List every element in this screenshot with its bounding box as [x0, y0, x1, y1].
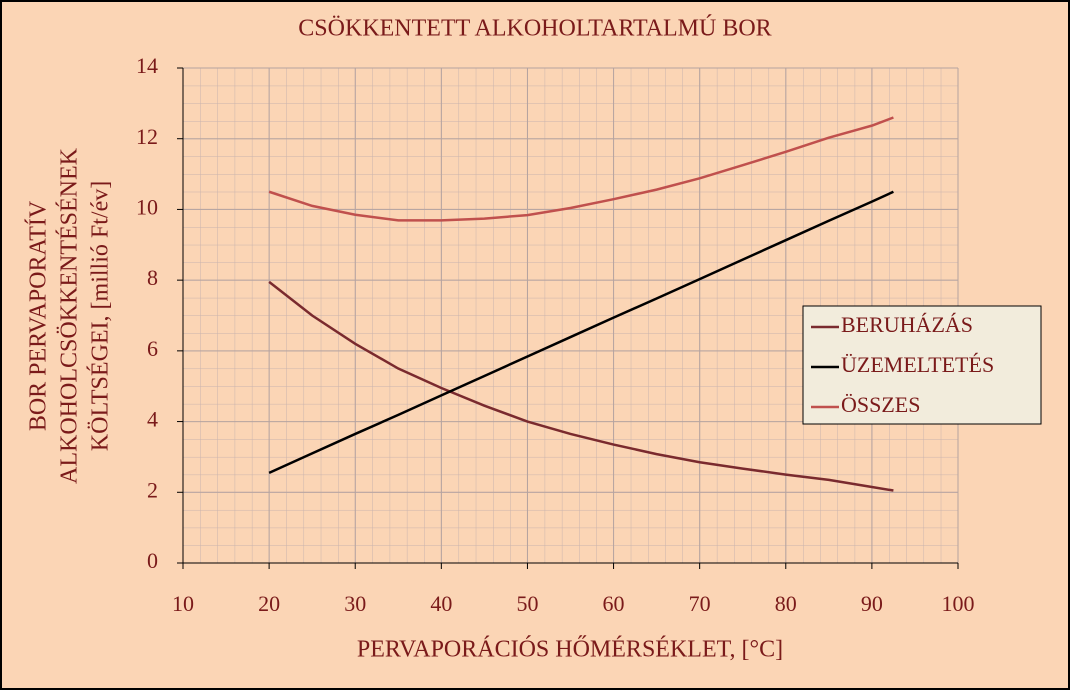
x-tick-label: 40 — [430, 591, 452, 616]
x-tick-label: 30 — [344, 591, 366, 616]
y-tick-label: 10 — [136, 194, 158, 219]
x-tick-label: 90 — [861, 591, 883, 616]
series-line — [268, 280, 894, 492]
x-tick-label: 20 — [258, 591, 280, 616]
x-tick-label: 60 — [603, 591, 625, 616]
chart-title: CSÖKKENTETT ALKOHOLTARTALMÚ BOR — [298, 15, 771, 42]
series-line — [268, 116, 894, 222]
y-axis-label-line: KÖLTSÉGEI, [millió Ft/év] — [88, 181, 114, 451]
y-tick-label: 6 — [147, 336, 158, 361]
y-tick-label: 2 — [147, 477, 158, 502]
y-axis-label-line: BOR PERVAPORATÍV — [26, 200, 52, 431]
legend-label: ÜZEMELTETÉS — [841, 352, 994, 377]
y-tick-label: 14 — [136, 53, 158, 78]
x-tick-label: 100 — [942, 591, 975, 616]
x-tick-label: 70 — [689, 591, 711, 616]
x-tick-label: 50 — [516, 591, 538, 616]
y-tick-label: 4 — [147, 407, 158, 432]
y-tick-label: 12 — [136, 124, 158, 149]
x-tick-label: 10 — [172, 591, 194, 616]
legend-box — [802, 305, 1042, 425]
x-axis-label: PERVAPORÁCIÓS HŐMÉRSÉKLET, [°C] — [357, 636, 783, 663]
y-tick-label: 0 — [147, 548, 158, 573]
x-tick-label: 80 — [775, 591, 797, 616]
y-axis-label-line: ALKOHOLCSÖKKENTÉSÉNEK — [57, 147, 83, 484]
legend-label: BERUHÁZÁS — [841, 312, 973, 337]
y-axis-label: BOR PERVAPORATÍV ALKOHOLCSÖKKENTÉSÉNEK KÖL… — [26, 147, 114, 484]
legend-label: ÖSSZES — [841, 392, 920, 417]
y-tick-label: 8 — [147, 265, 158, 290]
series-line — [268, 190, 894, 474]
